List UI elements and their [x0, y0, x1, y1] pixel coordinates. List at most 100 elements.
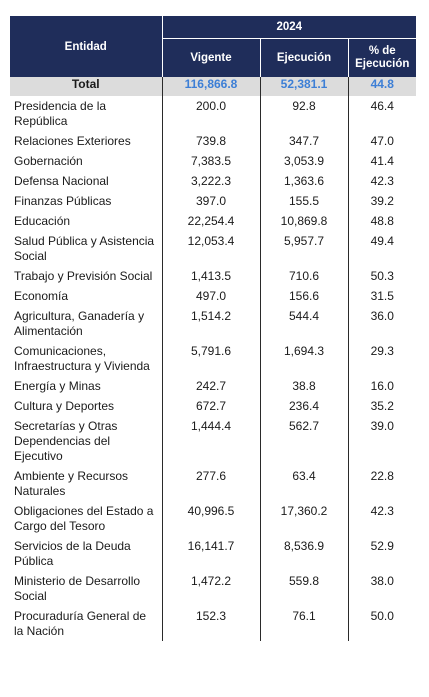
table-row: Finanzas Públicas 397.0 155.5 39.2 [10, 191, 417, 211]
entity-cell: Gobernación [14, 154, 83, 168]
ejecucion-cell: 236.4 [259, 396, 348, 416]
vigente-cell: 739.8 [161, 131, 260, 151]
ejecucion-cell: 10,869.8 [259, 211, 348, 231]
table-row: Ambiente y Recursos Naturales 277.6 63.4 22… [10, 466, 417, 501]
table-row: Relaciones Exteriores 739.8 347.7 47.0 [10, 131, 417, 151]
ejecucion-cell: 5,957.7 [259, 231, 348, 266]
total-row: Total 116,866.8 52,381.1 44.8 [10, 77, 417, 96]
pct-cell: 16.0 [347, 376, 417, 396]
ejecucion-cell: 17,360.2 [259, 501, 348, 536]
vigente-cell: 397.0 [161, 191, 260, 211]
ejecucion-cell: 3,053.9 [259, 151, 348, 171]
vigente-cell: 200.0 [161, 96, 260, 131]
budget-execution-table: Entidad 2024 Vigente Ejecución % de Ejec… [10, 16, 417, 641]
entity-cell: Salud Pública y Asistencia Social [14, 234, 155, 263]
table-row: Servicios de la Deuda Pública 16,141.7 8,5… [10, 536, 417, 571]
pct-cell: 46.4 [347, 96, 417, 131]
table-row: Economía 497.0 156.6 31.5 [10, 286, 417, 306]
table-row: Secretarías y Otras Dependencias del Eje… [10, 416, 417, 466]
entity-cell: Procuraduría General de la Nación [14, 609, 147, 638]
pct-cell: 50.0 [347, 606, 417, 641]
table-row: Ministerio de Desarrollo Social 1,472.2 55… [10, 571, 417, 606]
pct-cell: 41.4 [347, 151, 417, 171]
pct-cell: 22.8 [347, 466, 417, 501]
entity-cell: Servicios de la Deuda Pública [14, 539, 131, 568]
vigente-cell: 16,141.7 [161, 536, 260, 571]
entity-cell: Cultura y Deportes [14, 399, 115, 413]
table-body: Total 116,866.8 52,381.1 44.8 Presidenci… [10, 77, 417, 641]
table-row: Cultura y Deportes 672.7 236.4 35.2 [10, 396, 417, 416]
pct-cell: 38.0 [347, 571, 417, 606]
budget-table-container: Entidad 2024 Vigente Ejecución % de Ejec… [10, 16, 417, 641]
pct-cell: 31.5 [347, 286, 417, 306]
pct-cell: 49.4 [347, 231, 417, 266]
vigente-cell: 7,383.5 [161, 151, 260, 171]
pct-cell: 50.3 [347, 266, 417, 286]
ejecucion-cell: 710.6 [259, 266, 348, 286]
header-pct-ejecucion: % de Ejecución [347, 38, 417, 77]
total-label: Total [10, 77, 162, 96]
ejecucion-cell: 63.4 [259, 466, 348, 501]
pct-cell: 36.0 [347, 306, 417, 341]
pct-cell: 29.3 [347, 341, 417, 376]
entity-cell: Ministerio de Desarrollo Social [14, 574, 141, 603]
table-row: Gobernación 7,383.5 3,053.9 41.4 [10, 151, 417, 171]
ejecucion-cell: 38.8 [259, 376, 348, 396]
pct-cell: 39.0 [347, 416, 417, 466]
header-entity: Entidad [10, 16, 163, 77]
table-row: Procuraduría General de la Nación 152.3 76… [10, 606, 417, 641]
pct-cell: 52.9 [347, 536, 417, 571]
ejecucion-cell: 562.7 [259, 416, 348, 466]
entity-cell: Agricultura, Ganadería y Alimentación [14, 309, 145, 338]
ejecucion-cell: 347.7 [259, 131, 348, 151]
pct-cell: 47.0 [347, 131, 417, 151]
entity-cell: Trabajo y Previsión Social [14, 269, 153, 283]
vigente-cell: 5,791.6 [161, 341, 260, 376]
entity-cell: Defensa Nacional [14, 174, 109, 188]
ejecucion-cell: 92.8 [259, 96, 348, 131]
header-vigente: Vigente [162, 38, 260, 77]
pct-cell: 35.2 [347, 396, 417, 416]
vigente-cell: 1,444.4 [161, 416, 260, 466]
table-row: Defensa Nacional 3,222.3 1,363.6 42.3 [10, 171, 417, 191]
ejecucion-cell: 76.1 [259, 606, 348, 641]
vigente-cell: 672.7 [161, 396, 260, 416]
vigente-cell: 40,996.5 [161, 501, 260, 536]
table-row: Educación 22,254.4 10,869.8 48.8 [10, 211, 417, 231]
entity-cell: Presidencia de la República [14, 99, 107, 128]
vigente-cell: 277.6 [161, 466, 260, 501]
vigente-cell: 242.7 [161, 376, 260, 396]
ejecucion-cell: 1,363.6 [259, 171, 348, 191]
ejecucion-cell: 155.5 [259, 191, 348, 211]
table-row: Salud Pública y Asistencia Social 12,053.… [10, 231, 417, 266]
entity-cell: Obligaciones del Estado a Cargo del Teso… [14, 504, 154, 533]
entity-cell: Comunicaciones, Infraestructura y Vivien… [14, 344, 150, 373]
vigente-cell: 3,222.3 [161, 171, 260, 191]
ejecucion-cell: 1,694.3 [259, 341, 348, 376]
table-row: Energía y Minas 242.7 38.8 16.0 [10, 376, 417, 396]
entity-cell: Secretarías y Otras Dependencias del Eje… [14, 419, 118, 463]
table-row: Comunicaciones, Infraestructura y Vivien… [10, 341, 417, 376]
vigente-cell: 1,514.2 [161, 306, 260, 341]
vigente-cell: 1,472.2 [161, 571, 260, 606]
vigente-cell: 12,053.4 [161, 231, 260, 266]
header-ejecucion: Ejecución [259, 38, 348, 77]
total-ejecucion: 52,381.1 [259, 77, 348, 96]
pct-cell: 48.8 [347, 211, 417, 231]
pct-cell: 42.3 [347, 171, 417, 191]
vigente-cell: 152.3 [161, 606, 260, 641]
ejecucion-cell: 8,536.9 [259, 536, 348, 571]
entity-cell: Energía y Minas [14, 379, 101, 393]
table-row: Obligaciones del Estado a Cargo del Teso… [10, 501, 417, 536]
ejecucion-cell: 544.4 [259, 306, 348, 341]
header-year: 2024 [162, 16, 417, 39]
pct-cell: 42.3 [347, 501, 417, 536]
entity-cell: Economía [14, 289, 69, 303]
table-row: Agricultura, Ganadería y Alimentación 1,5… [10, 306, 417, 341]
ejecucion-cell: 559.8 [259, 571, 348, 606]
total-vigente: 116,866.8 [161, 77, 260, 96]
table-header: Entidad 2024 Vigente Ejecución % de Ejec… [10, 16, 417, 77]
pct-cell: 39.2 [347, 191, 417, 211]
vigente-cell: 1,413.5 [161, 266, 260, 286]
ejecucion-cell: 156.6 [259, 286, 348, 306]
